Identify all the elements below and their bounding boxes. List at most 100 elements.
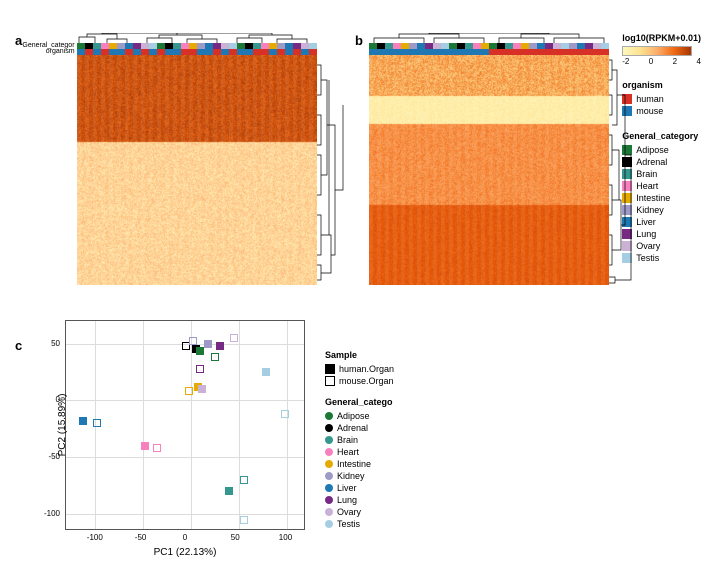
- col-dendrogram-b: [369, 33, 609, 43]
- legend-item: Adipose: [325, 410, 394, 422]
- circle-icon: [325, 520, 333, 528]
- y-axis-label: PC2 (15.89%): [57, 394, 68, 457]
- circle-icon: [325, 460, 333, 468]
- x-tick-label: -50: [135, 533, 147, 542]
- scatter-point: [93, 419, 101, 427]
- legend-label: Heart: [636, 180, 658, 192]
- x-tick-label: 0: [183, 533, 187, 542]
- scatter-category-legend: General_catego AdiposeAdrenalBrainHeartI…: [325, 397, 394, 530]
- circle-icon: [325, 436, 333, 444]
- scatter-point: [262, 368, 270, 376]
- legend-label: Kidney: [337, 470, 365, 482]
- gridline: [143, 321, 144, 529]
- legend-item: Heart: [325, 446, 394, 458]
- legend-label: Liver: [337, 482, 357, 494]
- legend-label: Kidney: [636, 204, 664, 216]
- colorbar-tick: 2: [673, 57, 677, 66]
- scatter-plot: -100-50050100-100-50050: [65, 320, 305, 530]
- circle-icon: [325, 412, 333, 420]
- scatter-point: [230, 334, 238, 342]
- legend-label: Adipose: [337, 410, 370, 422]
- row-dendrogram-a: [317, 55, 347, 285]
- y-tick-label: 50: [51, 339, 60, 348]
- y-tick-label: -100: [44, 509, 60, 518]
- sample-legend: Sample human.Organ mouse.Organ: [325, 350, 394, 387]
- legend-label: human: [636, 93, 664, 105]
- scatter-point: [185, 387, 193, 395]
- x-tick-label: 50: [231, 533, 240, 542]
- legend-item: human.Organ: [325, 363, 394, 375]
- scatter-point: [198, 385, 206, 393]
- legend-label: Brain: [636, 168, 657, 180]
- heatmap-canvas-b: [369, 55, 609, 285]
- legend-label: human.Organ: [339, 363, 394, 375]
- legend-label: Testis: [337, 518, 360, 530]
- figure-root: a b General_categor organism: [15, 33, 701, 530]
- heatmap-a: [77, 33, 317, 285]
- scatter-point: [204, 340, 212, 348]
- gridline: [66, 400, 304, 401]
- circle-icon: [325, 508, 333, 516]
- legend-item: mouse.Organ: [325, 375, 394, 387]
- legend-label: Adrenal: [636, 156, 667, 168]
- scatter-point: [189, 337, 197, 345]
- circle-icon: [325, 424, 333, 432]
- scatter-point: [79, 417, 87, 425]
- legend-item: Ovary: [325, 506, 394, 518]
- legend-label: Ovary: [337, 506, 361, 518]
- scatter-point: [216, 342, 224, 350]
- legend-item: Testis: [325, 518, 394, 530]
- scatter-point: [196, 347, 204, 355]
- open-square-icon: [325, 376, 335, 386]
- legend-label: Lung: [636, 228, 656, 240]
- scatter-point: [141, 442, 149, 450]
- legend-item: Kidney: [325, 470, 394, 482]
- gridline: [239, 321, 240, 529]
- circle-icon: [325, 496, 333, 504]
- row-dendrogram-b: [609, 55, 639, 285]
- scatter-cat-legend-title: General_catego: [325, 397, 394, 407]
- circle-icon: [325, 484, 333, 492]
- gridline: [66, 514, 304, 515]
- colorbar-tick: 0: [649, 57, 653, 66]
- colorbar-tick: 4: [697, 57, 701, 66]
- col-dendrogram-a: [77, 33, 317, 43]
- legend-label: Liver: [636, 216, 656, 228]
- scatter-point: [240, 476, 248, 484]
- scatter-legend: Sample human.Organ mouse.Organ General_c…: [325, 320, 394, 530]
- x-tick-label: 100: [279, 533, 292, 542]
- scatter-point: [211, 353, 219, 361]
- legend-label: mouse.Organ: [339, 375, 394, 387]
- scatter-point: [153, 444, 161, 452]
- colorbar-title: log10(RPKM+0.01): [622, 33, 701, 43]
- legend-label: Intestine: [636, 192, 670, 204]
- legend-label: Heart: [337, 446, 359, 458]
- panel-label-b: b: [355, 33, 363, 48]
- scatter-point: [281, 410, 289, 418]
- heatmap-canvas-a: [77, 55, 317, 285]
- legend-label: mouse: [636, 105, 663, 117]
- legend-label: Adrenal: [337, 422, 368, 434]
- heatmap-b: [369, 33, 609, 285]
- legend-label: Intestine: [337, 458, 371, 470]
- row-annot-labels: General_categor organism: [15, 33, 77, 285]
- legend-label: Lung: [337, 494, 357, 506]
- scatter-point: [196, 365, 204, 373]
- x-tick-label: -100: [87, 533, 103, 542]
- legend-item: Liver: [325, 482, 394, 494]
- sample-legend-title: Sample: [325, 350, 394, 360]
- legend-item: Brain: [325, 434, 394, 446]
- row-annot-label: organism: [15, 49, 75, 55]
- x-axis-label: PC1 (22.13%): [154, 547, 217, 558]
- circle-icon: [325, 472, 333, 480]
- scatter-point: [240, 516, 248, 524]
- circle-icon: [325, 448, 333, 456]
- panel-label-a: a: [15, 33, 22, 48]
- legend-label: Ovary: [636, 240, 660, 252]
- legend-label: Brain: [337, 434, 358, 446]
- legend-item: Lung: [325, 494, 394, 506]
- legend-item: Adrenal: [325, 422, 394, 434]
- legend-label: Testis: [636, 252, 659, 264]
- scatter-point: [225, 487, 233, 495]
- gridline: [287, 321, 288, 529]
